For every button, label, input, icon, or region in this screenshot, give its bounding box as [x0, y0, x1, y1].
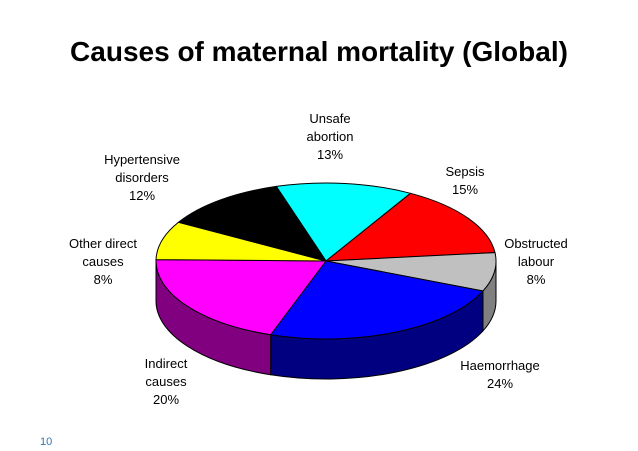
slice-value-label: 8% [93, 272, 113, 287]
slice-label-text: disorders [115, 170, 169, 185]
pie-slice [275, 182, 412, 262]
pie-slice [155, 259, 327, 336]
slice-label-text: Hypertensive [104, 152, 180, 167]
slice-label-text: labour [517, 254, 555, 269]
slice-label-unsafe-abortion: Unsafe abortion 13% [270, 110, 390, 164]
slice-label-obstructed-labour: Obstructed labour 8% [486, 235, 586, 289]
slice-label-text: Unsafe [309, 111, 351, 126]
slice-label-text: Sepsis [445, 164, 485, 179]
slice-label-hypertensive-disorders: Hypertensive disorders 12% [82, 151, 202, 205]
slice-label-text: Other direct [69, 236, 137, 251]
slice-label-text: Obstructed [504, 236, 568, 251]
slice-label-other-direct-causes: Other direct causes 8% [48, 235, 158, 289]
pie-slice [324, 192, 496, 262]
slice-label-text: Indirect [144, 356, 188, 371]
slice-value-label: 24% [486, 376, 514, 391]
slice-label-haemorrhage: Haemorrhage 24% [440, 357, 560, 393]
slice-value-label: 12% [128, 188, 156, 203]
pie-slice [177, 185, 328, 262]
slice-value-label: 20% [152, 392, 180, 407]
slice-label-text: causes [145, 374, 187, 389]
slice-label-text: Haemorrhage [460, 358, 540, 373]
chart-title: Causes of maternal mortality (Global) [70, 36, 568, 67]
slice-label-indirect-causes: Indirect causes 20% [116, 355, 216, 409]
slice-value-label: 8% [526, 272, 546, 287]
slice-value-label: 15% [451, 182, 479, 197]
slice-value-label: 13% [316, 147, 344, 162]
slice-label-text: abortion [306, 129, 354, 144]
slice-label-sepsis: Sepsis 15% [420, 163, 510, 199]
page-number: 10 [40, 436, 53, 448]
slice-label-text: causes [82, 254, 124, 269]
pie-slice [269, 260, 484, 340]
